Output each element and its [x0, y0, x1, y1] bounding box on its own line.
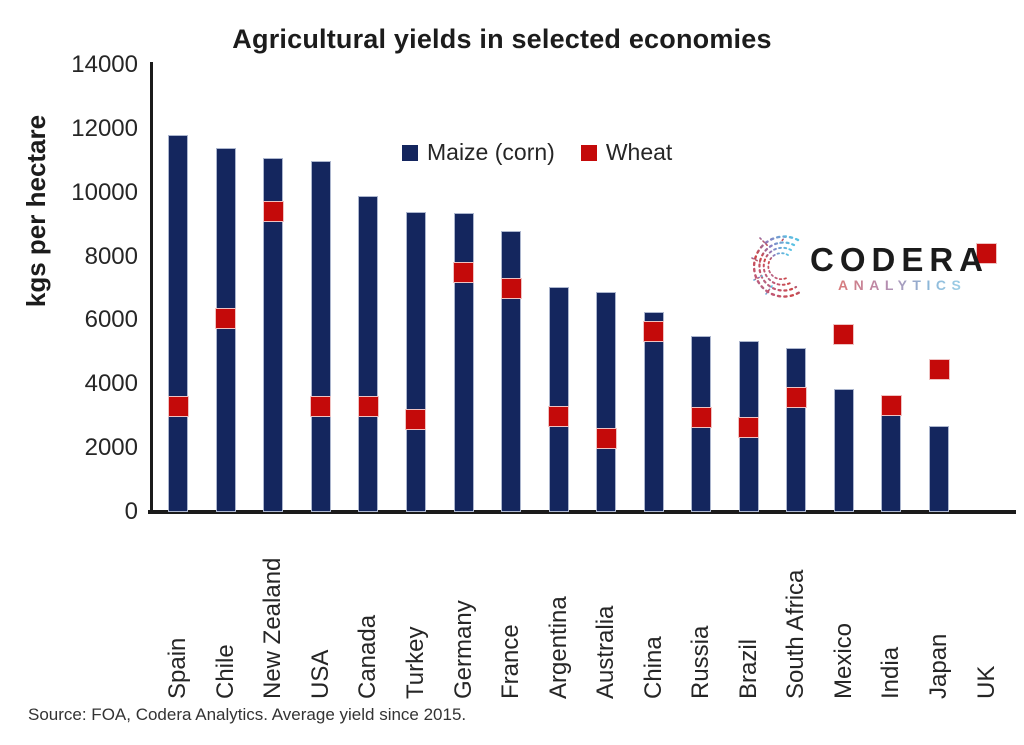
wheat-marker-mexico — [833, 324, 855, 346]
wheat-marker-japan — [928, 359, 950, 381]
bar-maize-canada — [358, 195, 379, 512]
legend-item-wheat: Wheat — [580, 139, 673, 166]
bar-maize-south-africa — [786, 347, 807, 512]
legend-item-maize: Maize (corn) — [402, 139, 555, 166]
maize-legend-label: Maize (corn) — [427, 139, 555, 165]
wheat-marker-brazil — [738, 416, 760, 438]
y-axis-line — [150, 62, 153, 514]
y-tick-label-0: 0 — [124, 498, 138, 525]
y-tick-label-10000: 10000 — [71, 178, 138, 206]
wheat-marker-argentina — [548, 405, 570, 427]
x-axis-line — [148, 510, 1016, 514]
y-tick-label-4000: 4000 — [84, 370, 138, 398]
bar-maize-china — [643, 312, 664, 512]
chart-title: Agricultural yields in selected economie… — [232, 24, 772, 54]
bar-maize-mexico — [833, 389, 854, 512]
wheat-marker-chile — [215, 308, 237, 330]
bar-maize-india — [881, 413, 902, 512]
x-label-uk: UK — [972, 665, 1000, 699]
bar-maize-australia — [596, 291, 617, 512]
wheat-marker-china — [643, 321, 665, 343]
bar-maize-usa — [310, 160, 331, 512]
wheat-legend-label: Wheat — [605, 139, 673, 165]
bar-maize-new-zealand — [263, 157, 284, 512]
legend: Maize (corn) Wheat — [402, 139, 672, 166]
codera-logo-mark-icon — [751, 235, 802, 298]
bar-maize-spain — [168, 135, 189, 512]
wheat-legend-swatch-icon — [580, 144, 597, 161]
wheat-marker-india — [880, 394, 902, 416]
bar-maize-germany — [453, 213, 474, 512]
wheat-marker-uk — [976, 242, 998, 264]
bar-maize-japan — [929, 425, 949, 512]
wheat-marker-russia — [690, 407, 712, 429]
y-tick-label-8000: 8000 — [84, 242, 138, 270]
wheat-marker-australia — [595, 428, 617, 450]
wheat-marker-south-africa — [785, 386, 807, 408]
wheat-marker-canada — [357, 396, 379, 418]
wheat-marker-spain — [167, 396, 189, 418]
maize-legend-swatch-icon — [402, 144, 418, 161]
bar-maize-france — [501, 231, 522, 512]
wheat-marker-turkey — [405, 408, 427, 430]
wheat-marker-new-zealand — [262, 201, 284, 223]
wheat-marker-usa — [310, 396, 332, 418]
codera-logo-wordmark: CODERA — [810, 241, 990, 278]
bar-maize-turkey — [405, 211, 426, 512]
source-note: Source: FOA, Codera Analytics. Average y… — [28, 705, 467, 724]
wheat-marker-germany — [453, 262, 474, 284]
y-tick-label-14000: 14000 — [71, 51, 138, 78]
codera-logo-subtitle: ANALYTICS — [838, 277, 967, 293]
bar-maize-argentina — [548, 286, 569, 512]
y-tick-label-6000: 6000 — [84, 306, 138, 334]
y-tick-label-12000: 12000 — [71, 114, 138, 142]
codera-analytics-logo: CODERA ANALYTICS — [746, 227, 983, 307]
bar-maize-chile — [215, 148, 236, 512]
wheat-marker-france — [500, 278, 522, 299]
y-tick-label-2000: 2000 — [84, 434, 138, 462]
